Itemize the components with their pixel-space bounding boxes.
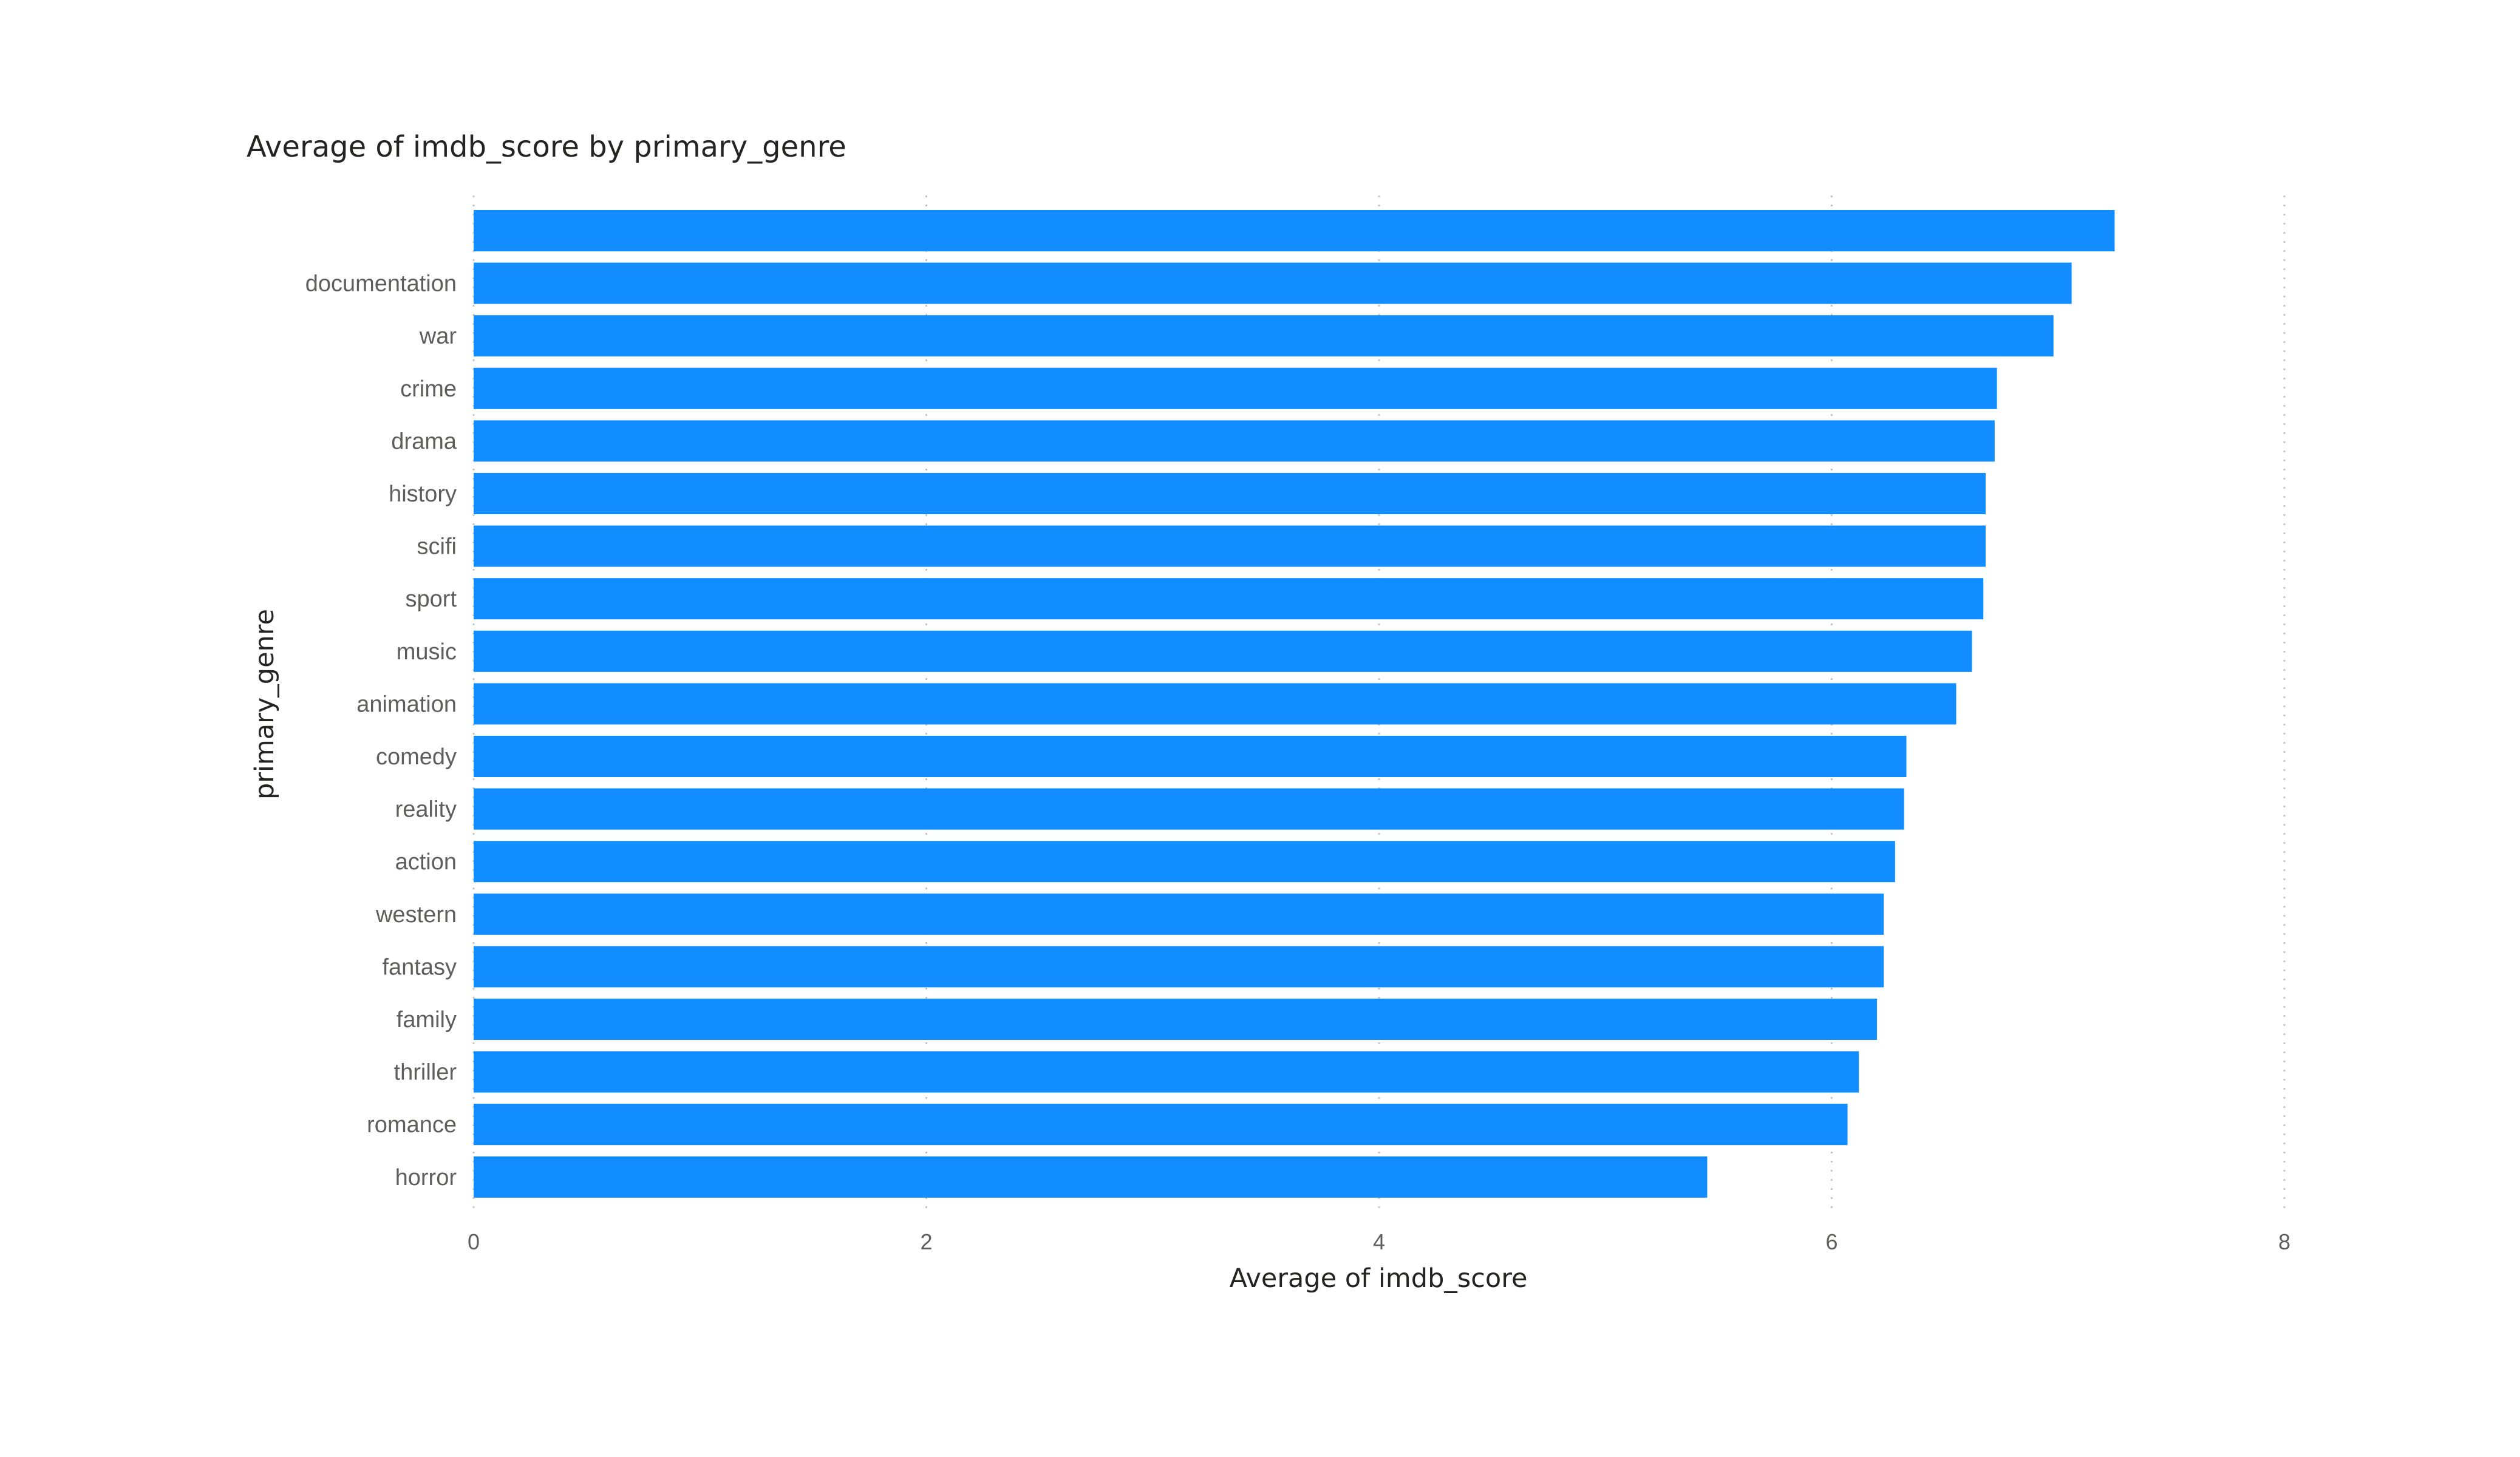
category-label: horror <box>395 1165 457 1190</box>
category-label: history <box>389 481 457 507</box>
bar[interactable] <box>474 946 1884 988</box>
category-label: reality <box>395 797 457 823</box>
x-tick-labels: 0 2 4 6 8 <box>468 1229 2290 1254</box>
bar[interactable] <box>474 683 1956 725</box>
category-labels: documentation war crime drama history scifi sp… <box>305 271 457 1190</box>
category-label: music <box>397 639 457 665</box>
chart-title: Average of imdb_score by primary_genre <box>247 130 846 164</box>
category-label: animation <box>356 691 457 717</box>
category-label: thriller <box>394 1060 457 1085</box>
category-label: romance <box>367 1112 457 1138</box>
bar[interactable] <box>474 315 2054 357</box>
category-label: fantasy <box>382 954 457 980</box>
category-label: drama <box>391 429 457 454</box>
x-axis-title: Average of imdb_score <box>1230 1263 1528 1294</box>
x-tick-label: 8 <box>2278 1229 2290 1254</box>
x-tick-label: 4 <box>1373 1229 1385 1254</box>
bar[interactable] <box>474 630 1972 672</box>
bar[interactable] <box>474 262 2072 304</box>
bar[interactable] <box>474 473 1986 514</box>
category-label: war <box>419 324 457 349</box>
x-tick-label: 0 <box>468 1229 480 1254</box>
bar[interactable] <box>474 999 1878 1040</box>
bar[interactable] <box>474 841 1895 883</box>
category-label: documentation <box>305 271 457 297</box>
bar[interactable] <box>474 893 1884 935</box>
category-label: sport <box>406 586 457 612</box>
category-label: action <box>395 849 457 875</box>
category-label: western <box>375 902 457 928</box>
category-label: family <box>397 1007 457 1033</box>
bars <box>474 210 2115 1198</box>
bar[interactable] <box>474 420 1995 462</box>
x-tick-label: 6 <box>1825 1229 1837 1254</box>
bar[interactable] <box>474 578 1984 620</box>
category-label: crime <box>400 376 457 402</box>
bar[interactable] <box>474 736 1907 777</box>
bar[interactable] <box>474 788 1904 830</box>
bar[interactable] <box>474 525 1986 567</box>
category-label: scifi <box>417 534 457 560</box>
bar[interactable] <box>474 210 2115 251</box>
bar[interactable] <box>474 367 1997 409</box>
y-axis-title: primary_genre <box>250 609 280 800</box>
category-label: comedy <box>376 744 457 770</box>
bar[interactable] <box>474 1104 1848 1146</box>
bar[interactable] <box>474 1051 1859 1093</box>
bar[interactable] <box>474 1156 1708 1198</box>
x-tick-label: 2 <box>920 1229 932 1254</box>
